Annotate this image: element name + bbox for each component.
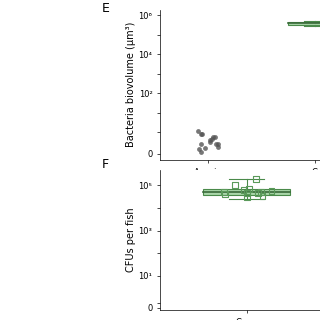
- Point: [215, 145, 220, 150]
- Point: [212, 134, 218, 140]
- Point: [241, 188, 246, 193]
- Y-axis label: Bacteria biovolume (μm³): Bacteria biovolume (μm³): [125, 22, 136, 148]
- Point: [195, 128, 200, 133]
- Point: [203, 145, 208, 150]
- Point: [260, 193, 265, 198]
- Point: [244, 195, 249, 200]
- Point: [253, 176, 259, 181]
- Point: [256, 191, 261, 196]
- Point: [208, 137, 213, 142]
- Y-axis label: CFUs per fish: CFUs per fish: [126, 208, 136, 272]
- Point: [222, 189, 227, 195]
- Point: [210, 134, 215, 139]
- Point: [213, 141, 218, 147]
- Point: [246, 186, 251, 191]
- Point: [199, 132, 204, 137]
- Point: [222, 192, 227, 197]
- Point: [208, 139, 213, 144]
- Point: [259, 190, 264, 195]
- Point: [198, 131, 203, 136]
- Point: [210, 136, 215, 141]
- Point: [198, 141, 203, 147]
- Text: E: E: [102, 2, 110, 15]
- Bar: [288, 22, 320, 25]
- Point: [199, 149, 204, 155]
- Point: [196, 147, 201, 152]
- Point: [232, 183, 237, 188]
- Text: F: F: [102, 158, 109, 171]
- Point: [215, 141, 220, 146]
- Bar: [203, 189, 290, 195]
- Point: [244, 190, 249, 195]
- Point: [269, 189, 274, 194]
